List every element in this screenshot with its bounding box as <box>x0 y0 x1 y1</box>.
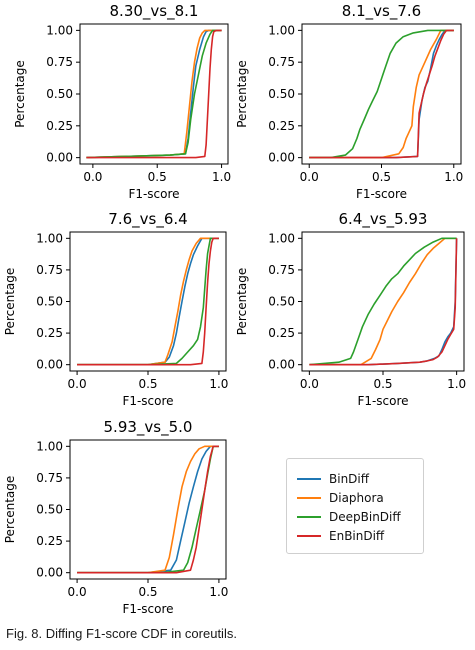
legend-swatch-diaphora <box>297 496 321 499</box>
series-line-enbindiff <box>309 29 454 159</box>
series-line-bindiff <box>309 238 458 366</box>
legend-label-enbindiff: EnBinDiff <box>329 528 385 543</box>
series-line-bindiff <box>309 29 454 159</box>
series-line-diaphora <box>309 29 454 159</box>
legend-label-bindiff: BinDiff <box>329 471 370 486</box>
figure-caption: Fig. 8. Diffing F1-score CDF in coreutil… <box>6 626 237 641</box>
x-axis-label: F1-score <box>122 602 173 616</box>
y-tick-label: 1.00 <box>36 231 63 245</box>
y-tick-label: 0.50 <box>46 87 73 101</box>
legend-swatch-deepbindiff <box>297 515 321 518</box>
series-line-diaphora <box>77 237 219 366</box>
x-tick-label: 0.5 <box>148 170 167 184</box>
legend-label-diaphora: Diaphora <box>329 490 384 505</box>
y-tick-label: 0.25 <box>46 119 73 133</box>
y-tick-label: 0.50 <box>268 295 295 309</box>
x-axis-label: F1-score <box>356 187 407 201</box>
panel-title: 5.93_vs_5.0 <box>104 418 193 437</box>
x-tick-label: 1.0 <box>212 170 231 184</box>
x-tick-label: 0.5 <box>373 377 392 391</box>
y-tick-label: 0.50 <box>36 503 63 517</box>
y-tick-label: 0.75 <box>36 263 63 277</box>
x-tick-label: 0.5 <box>138 585 157 599</box>
x-tick-label: 0.0 <box>68 585 87 599</box>
y-axis-label: Percentage <box>3 268 17 336</box>
series-line-deepbindiff <box>309 237 457 366</box>
series-line-deepbindiff <box>77 445 219 574</box>
legend-item-enbindiff: EnBinDiff <box>287 526 423 545</box>
y-tick-label: 0.75 <box>46 55 73 69</box>
series-line-bindiff <box>77 445 219 574</box>
x-tick-label: 0.5 <box>138 377 157 391</box>
x-tick-label: 1.0 <box>444 170 463 184</box>
x-tick-label: 1.0 <box>447 377 466 391</box>
x-tick-label: 0.5 <box>372 170 391 184</box>
panel-5: 0.0 0.5 1.0 0.00 0.25 0.50 0.75 1.00 5.93_vs_5.0… <box>3 418 228 616</box>
x-tick-label: 0.0 <box>68 377 87 391</box>
y-tick-label: 0.00 <box>268 358 295 372</box>
y-tick-label: 1.00 <box>268 23 295 37</box>
y-axis-label: Percentage <box>235 60 249 128</box>
y-axis-label: Percentage <box>13 60 27 128</box>
legend-swatch-enbindiff <box>297 534 321 537</box>
y-tick-label: 0.00 <box>46 151 73 165</box>
x-axis-label: F1-score <box>122 394 173 408</box>
y-tick-label: 0.25 <box>36 326 63 340</box>
y-tick-label: 0.75 <box>268 263 295 277</box>
y-axis-label: Percentage <box>235 268 249 336</box>
legend-swatch-bindiff <box>297 477 321 480</box>
x-axis-label: F1-score <box>357 394 408 408</box>
panel-title: 8.30_vs_8.1 <box>110 2 199 21</box>
y-tick-label: 0.00 <box>36 566 63 580</box>
panel-4: 0.0 0.5 1.0 0.00 0.25 0.50 0.75 1.00 6.4_vs_5.93… <box>235 210 466 408</box>
series-line-deepbindiff <box>77 237 219 366</box>
series-line-diaphora <box>77 445 219 574</box>
series-line-enbindiff <box>77 237 219 366</box>
series-line-deepbindiff <box>309 29 454 159</box>
y-axis-label: Percentage <box>3 476 17 544</box>
y-tick-label: 0.25 <box>268 119 295 133</box>
x-tick-label: 1.0 <box>209 585 228 599</box>
panel-title: 7.6_vs_6.4 <box>108 210 187 229</box>
y-tick-label: 0.75 <box>268 55 295 69</box>
series-line-enbindiff <box>77 445 219 574</box>
x-tick-label: 1.0 <box>209 377 228 391</box>
series-line-enbindiff <box>86 29 222 159</box>
series-line-diaphora <box>309 237 457 366</box>
y-tick-label: 0.00 <box>36 358 63 372</box>
y-tick-label: 1.00 <box>46 23 73 37</box>
series-line-enbindiff <box>309 238 458 366</box>
series-line-bindiff <box>77 237 219 366</box>
y-tick-label: 0.50 <box>36 295 63 309</box>
y-tick-label: 0.75 <box>36 471 63 485</box>
legend-item-deepbindiff: DeepBinDiff <box>287 507 423 526</box>
legend: BinDiff Diaphora DeepBinDiff EnBinDiff <box>286 458 424 554</box>
panel-title: 8.1_vs_7.6 <box>342 2 421 21</box>
panel-title: 6.4_vs_5.93 <box>339 210 428 229</box>
panel-1: 0.0 0.5 1.0 0.00 0.25 0.50 0.75 1.00 8.30_vs_8.1… <box>13 2 231 201</box>
x-tick-label: 0.0 <box>83 170 102 184</box>
y-tick-label: 0.50 <box>268 87 295 101</box>
series-line-deepbindiff <box>86 29 222 159</box>
plot-frame <box>69 231 227 372</box>
y-tick-label: 0.25 <box>268 326 295 340</box>
y-tick-label: 1.00 <box>36 439 63 453</box>
y-tick-label: 0.25 <box>36 534 63 548</box>
series-line-diaphora <box>86 29 222 159</box>
x-tick-label: 0.0 <box>300 377 319 391</box>
legend-item-bindiff: BinDiff <box>287 469 423 488</box>
x-tick-label: 0.0 <box>300 170 319 184</box>
plot-frame <box>301 231 465 372</box>
y-tick-label: 1.00 <box>268 231 295 245</box>
panel-3: 0.0 0.5 1.0 0.00 0.25 0.50 0.75 1.00 7.6_vs_6.4 F… <box>3 210 228 408</box>
panel-2: 0.0 0.5 1.0 0.00 0.25 0.50 0.75 1.00 8.1_vs_7.6 F… <box>235 2 463 201</box>
y-tick-label: 0.00 <box>268 151 295 165</box>
x-axis-label: F1-score <box>128 187 179 201</box>
legend-item-diaphora: Diaphora <box>287 488 423 507</box>
series-line-bindiff <box>86 29 222 159</box>
legend-label-deepbindiff: DeepBinDiff <box>329 509 401 524</box>
